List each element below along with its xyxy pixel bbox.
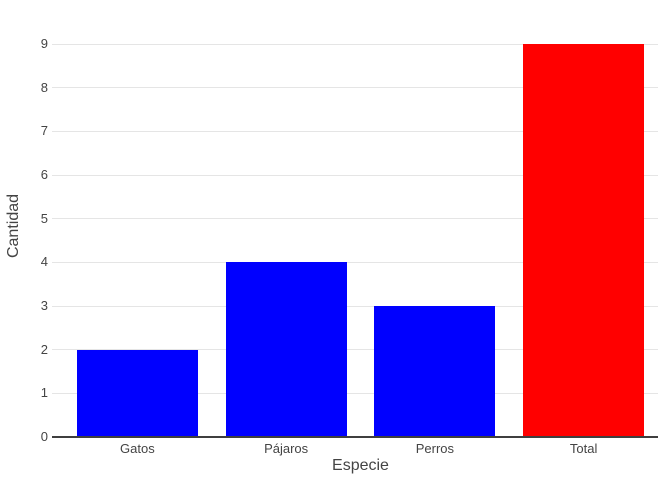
gridline-y-6 <box>52 174 658 176</box>
gridline-y-4 <box>52 261 658 263</box>
gridline-y-9 <box>52 43 658 45</box>
y-tick-label: 0 <box>40 429 48 444</box>
x-tick-label: Total <box>569 441 598 456</box>
x-axis-line <box>52 436 658 438</box>
bar-gatos <box>76 349 198 437</box>
y-tick-label: 1 <box>40 385 48 401</box>
y-tick-label: 2 <box>40 341 48 357</box>
bar-total <box>523 44 645 437</box>
x-tick-label: Pájaros <box>264 441 309 456</box>
y-tick-label: 7 <box>40 123 48 139</box>
bar-pájaros <box>225 262 347 437</box>
gridline-y-3 <box>52 305 658 307</box>
gridline-y-5 <box>52 218 658 220</box>
gridline-y-2 <box>52 349 658 351</box>
gridline-y-7 <box>52 130 658 132</box>
gridline-y-1 <box>52 392 658 394</box>
y-tick-label: 9 <box>40 36 48 51</box>
y-tick-label: 6 <box>40 167 48 182</box>
y-tick-label: 3 <box>40 298 48 313</box>
y-tick-label: 5 <box>40 210 48 226</box>
x-tick-label: Gatos <box>120 441 155 456</box>
y-tick-label: 4 <box>40 254 48 270</box>
gridline-y-8 <box>52 87 658 89</box>
bar-perros <box>374 306 496 437</box>
y-tick-label: 8 <box>40 79 48 95</box>
x-axis-title: Especie <box>332 457 389 474</box>
x-tick-label: Perros <box>415 441 455 456</box>
